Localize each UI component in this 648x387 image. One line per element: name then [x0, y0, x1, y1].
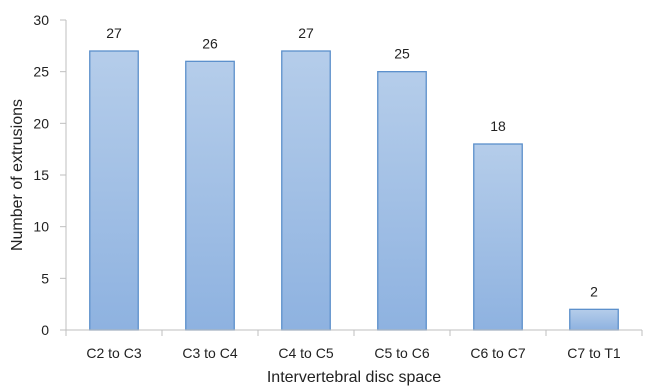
- y-tick-label: 30: [33, 12, 49, 28]
- y-tick-label: 25: [33, 64, 49, 80]
- y-axis-title: Number of extrusions: [9, 99, 26, 251]
- bar-value-label: 18: [490, 118, 506, 134]
- bar-value-label: 25: [394, 46, 410, 62]
- bar: [569, 308, 619, 331]
- y-tick-label: 0: [41, 322, 49, 338]
- x-category-label: C5 to C6: [374, 345, 429, 361]
- x-category-label: C6 to C7: [470, 345, 525, 361]
- y-tick-label: 15: [33, 167, 49, 183]
- bar-value-label: 27: [106, 25, 122, 41]
- x-category-label: C7 to T1: [567, 345, 621, 361]
- bar: [89, 50, 139, 331]
- bar: [281, 50, 331, 331]
- y-axis: 0 5 10 15 20 25 30: [33, 12, 67, 338]
- x-axis: C2 to C3 C3 to C4 C4 to C5 C5 to C6 C6 to C7…: [65, 329, 643, 361]
- bar-value-label: 27: [298, 25, 314, 41]
- bar: [185, 60, 235, 331]
- y-tick-label: 5: [41, 270, 49, 286]
- x-category-label: C2 to C3: [86, 345, 141, 361]
- bar-value-label: 26: [202, 35, 218, 51]
- x-axis-title: Intervertebral disc space: [267, 369, 441, 386]
- bar: [473, 143, 523, 331]
- y-tick-label: 20: [33, 115, 49, 131]
- bars: [89, 50, 619, 331]
- bar: [377, 71, 427, 331]
- bar-value-label: 2: [590, 283, 598, 299]
- x-category-label: C3 to C4: [182, 345, 237, 361]
- x-category-label: C4 to C5: [278, 345, 333, 361]
- y-tick-label: 10: [33, 219, 49, 235]
- data-labels: 27 26 27 25 18 2: [106, 25, 598, 299]
